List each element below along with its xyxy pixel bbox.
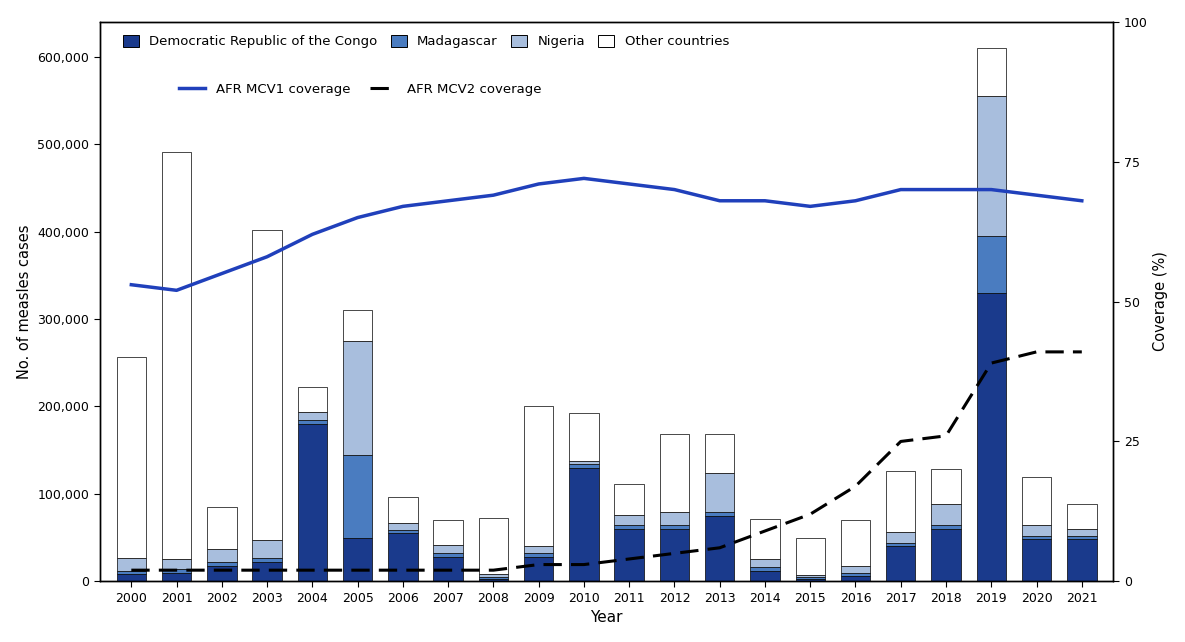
Bar — [479, 575, 508, 577]
Bar — [660, 525, 690, 529]
Bar — [750, 559, 780, 568]
Bar — [116, 558, 146, 571]
Bar — [434, 544, 463, 553]
X-axis label: Year: Year — [590, 611, 623, 625]
Bar — [434, 557, 463, 582]
Bar — [795, 537, 825, 575]
Bar — [162, 573, 191, 582]
Bar — [886, 471, 916, 532]
Bar — [524, 406, 553, 546]
Bar — [931, 503, 961, 525]
Bar — [841, 566, 870, 573]
Bar — [1021, 477, 1051, 525]
Bar — [795, 575, 825, 577]
Bar — [479, 517, 508, 575]
Bar — [297, 387, 327, 412]
Bar — [389, 523, 417, 530]
Bar — [976, 48, 1006, 96]
Y-axis label: No. of measles cases: No. of measles cases — [17, 224, 32, 379]
Bar — [795, 577, 825, 578]
Bar — [207, 507, 237, 549]
Bar — [116, 575, 146, 582]
Bar — [750, 571, 780, 582]
Bar — [434, 520, 463, 544]
Bar — [342, 310, 372, 341]
Bar — [615, 484, 643, 515]
Bar — [252, 230, 282, 541]
Bar — [976, 96, 1006, 236]
Bar — [162, 569, 191, 573]
Bar — [434, 553, 463, 557]
Bar — [1021, 525, 1051, 536]
Bar — [886, 546, 916, 582]
Bar — [207, 562, 237, 566]
Bar — [569, 413, 598, 461]
Bar — [841, 576, 870, 582]
Bar — [976, 236, 1006, 293]
Bar — [569, 461, 598, 464]
Bar — [389, 496, 417, 523]
Bar — [389, 534, 417, 582]
Bar — [1068, 539, 1096, 582]
Bar — [750, 568, 780, 571]
Bar — [886, 543, 916, 546]
Bar — [116, 356, 146, 558]
Bar — [297, 424, 327, 582]
Bar — [569, 464, 598, 467]
Bar — [660, 512, 690, 525]
Bar — [252, 541, 282, 558]
Bar — [660, 433, 690, 512]
Bar — [976, 293, 1006, 582]
Bar — [705, 473, 735, 512]
Bar — [342, 455, 372, 537]
Bar — [841, 520, 870, 566]
Bar — [342, 537, 372, 582]
Bar — [252, 562, 282, 582]
Bar — [479, 577, 508, 578]
Bar — [615, 525, 643, 529]
Bar — [389, 530, 417, 534]
Bar — [1068, 505, 1096, 529]
Bar — [705, 433, 735, 473]
Legend: AFR MCV1 coverage, AFR MCV2 coverage: AFR MCV1 coverage, AFR MCV2 coverage — [172, 76, 547, 103]
Y-axis label: Coverage (%): Coverage (%) — [1153, 252, 1168, 351]
Bar — [342, 341, 372, 455]
Bar — [252, 558, 282, 562]
Bar — [479, 578, 508, 582]
Bar — [1021, 539, 1051, 582]
Bar — [750, 519, 780, 559]
Bar — [524, 557, 553, 582]
Bar — [931, 525, 961, 529]
Bar — [207, 549, 237, 562]
Bar — [524, 546, 553, 553]
Bar — [705, 512, 735, 516]
Bar — [705, 516, 735, 582]
Bar — [162, 559, 191, 569]
Bar — [297, 412, 327, 421]
Bar — [886, 532, 916, 543]
Bar — [615, 529, 643, 582]
Bar — [116, 571, 146, 575]
Bar — [660, 529, 690, 582]
Bar — [841, 573, 870, 576]
Bar — [615, 515, 643, 525]
Bar — [1021, 536, 1051, 539]
Bar — [297, 421, 327, 424]
Bar — [524, 553, 553, 557]
Bar — [162, 152, 191, 559]
Bar — [931, 529, 961, 582]
Bar — [795, 578, 825, 582]
Bar — [569, 467, 598, 582]
Bar — [931, 469, 961, 503]
Bar — [1068, 536, 1096, 539]
Bar — [1068, 529, 1096, 536]
Bar — [207, 566, 237, 582]
